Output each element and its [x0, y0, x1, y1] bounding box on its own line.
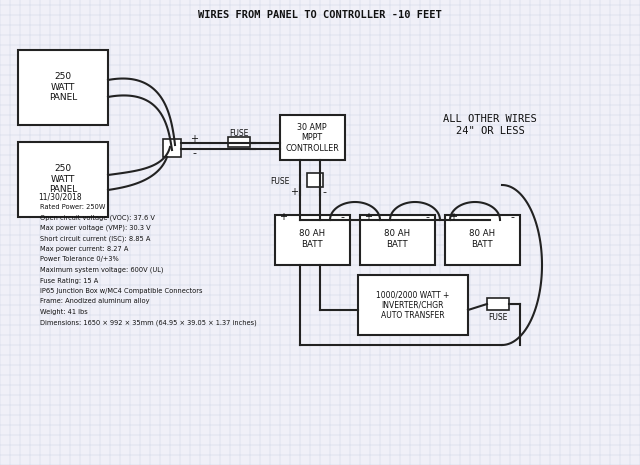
Text: FUSE: FUSE: [488, 312, 508, 321]
Text: Frame: Anodized aluminum alloy: Frame: Anodized aluminum alloy: [40, 299, 150, 305]
Text: -: -: [340, 212, 344, 222]
FancyBboxPatch shape: [228, 137, 250, 147]
FancyBboxPatch shape: [18, 142, 108, 217]
Text: 30 AMP
MPPT
CONTROLLER: 30 AMP MPPT CONTROLLER: [285, 123, 339, 153]
Text: +: +: [279, 212, 287, 222]
Text: +: +: [290, 187, 298, 197]
Text: +: +: [364, 212, 372, 222]
Text: Fuse Rating: 15 A: Fuse Rating: 15 A: [40, 278, 99, 284]
FancyBboxPatch shape: [360, 215, 435, 265]
Text: Power Tolerance 0/+3%: Power Tolerance 0/+3%: [40, 257, 119, 263]
Text: IP65 Junction Box w/MC4 Compatible Connectors: IP65 Junction Box w/MC4 Compatible Conne…: [40, 288, 202, 294]
Text: 11/30/2018: 11/30/2018: [38, 193, 82, 201]
Text: Maximum system voltage: 600V (UL): Maximum system voltage: 600V (UL): [40, 267, 163, 273]
Text: -: -: [192, 148, 196, 158]
Text: 80 AH
BATT: 80 AH BATT: [469, 229, 495, 249]
Text: Short circuit current (ISC): 8.85 A: Short circuit current (ISC): 8.85 A: [40, 235, 150, 242]
Text: 1000/2000 WATT +
INVERTER/CHGR
AUTO TRANSFER: 1000/2000 WATT + INVERTER/CHGR AUTO TRAN…: [376, 290, 450, 320]
FancyBboxPatch shape: [18, 50, 108, 125]
Text: -: -: [425, 212, 429, 222]
Text: -: -: [322, 187, 326, 197]
Text: 80 AH
BATT: 80 AH BATT: [299, 229, 325, 249]
Text: Rated Power: 250W: Rated Power: 250W: [40, 204, 106, 210]
FancyBboxPatch shape: [163, 139, 181, 157]
Text: Weight: 41 lbs: Weight: 41 lbs: [40, 309, 88, 315]
FancyBboxPatch shape: [307, 173, 323, 187]
Text: +: +: [190, 134, 198, 144]
Text: +: +: [449, 212, 457, 222]
FancyBboxPatch shape: [358, 275, 468, 335]
Text: 250
WATT
PANEL: 250 WATT PANEL: [49, 72, 77, 102]
Text: Open circuit voltage (VOC): 37.6 V: Open circuit voltage (VOC): 37.6 V: [40, 214, 155, 221]
Text: Max power voltage (VMP): 30.3 V: Max power voltage (VMP): 30.3 V: [40, 225, 150, 231]
Text: ALL OTHER WIRES
24" OR LESS: ALL OTHER WIRES 24" OR LESS: [443, 114, 537, 136]
Text: FUSE: FUSE: [270, 178, 290, 186]
Text: 250
WATT
PANEL: 250 WATT PANEL: [49, 164, 77, 194]
FancyBboxPatch shape: [445, 215, 520, 265]
Text: 80 AH
BATT: 80 AH BATT: [384, 229, 410, 249]
Text: Dimensions: 1650 × 992 × 35mm (64.95 × 39.05 × 1.37 inches): Dimensions: 1650 × 992 × 35mm (64.95 × 3…: [40, 319, 257, 326]
FancyBboxPatch shape: [275, 215, 350, 265]
Text: FUSE: FUSE: [229, 128, 249, 138]
Text: WIRES FROM PANEL TO CONTROLLER -10 FEET: WIRES FROM PANEL TO CONTROLLER -10 FEET: [198, 10, 442, 20]
Text: -: -: [510, 212, 514, 222]
Text: Max power current: 8.27 A: Max power current: 8.27 A: [40, 246, 129, 252]
FancyBboxPatch shape: [487, 298, 509, 310]
FancyBboxPatch shape: [280, 115, 345, 160]
